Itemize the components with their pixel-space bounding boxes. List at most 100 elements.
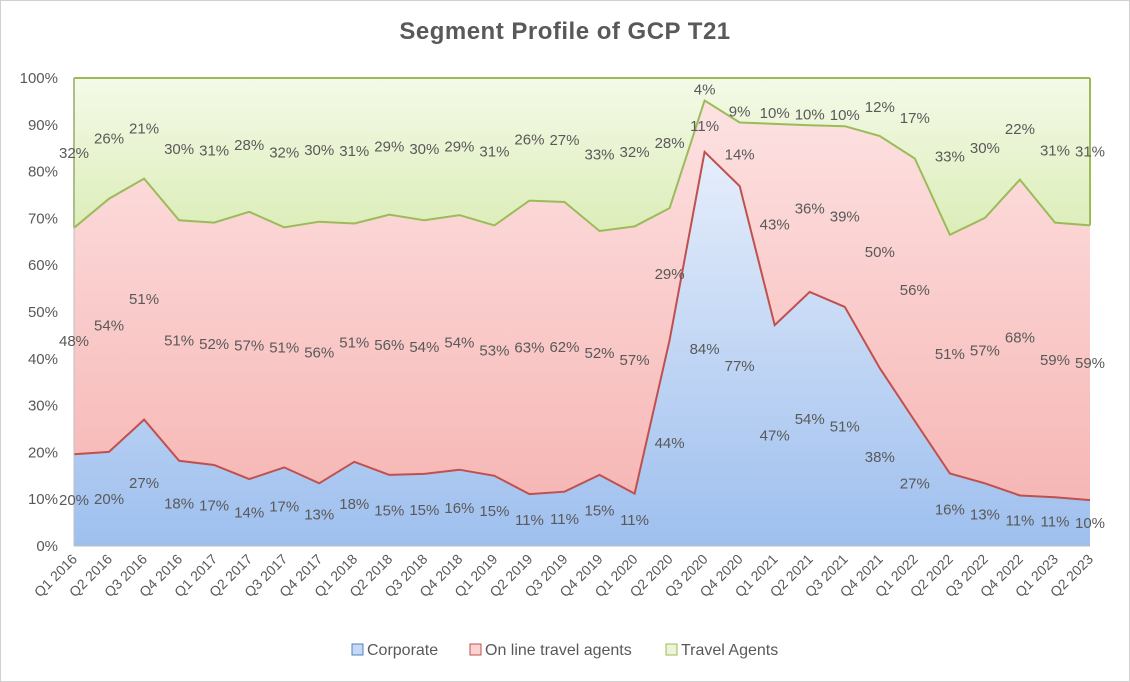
data-label: 13% — [970, 507, 1000, 524]
data-label: 53% — [479, 343, 509, 360]
data-label: 10% — [760, 105, 790, 122]
data-label: 56% — [304, 344, 334, 361]
legend-label: Travel Agents — [681, 642, 778, 659]
line-corporate — [73, 149, 1091, 502]
y-tick-label: 50% — [28, 304, 58, 321]
legend-label: Corporate — [367, 642, 438, 659]
data-label: 51% — [339, 335, 369, 352]
data-label: 11% — [1005, 513, 1034, 530]
data-label: 54% — [409, 339, 439, 356]
data-label: 17% — [269, 499, 299, 516]
data-label: 36% — [795, 201, 825, 218]
area-on-line-travel-agents — [74, 100, 1090, 501]
data-label: 57% — [234, 337, 264, 354]
data-label: 32% — [59, 145, 89, 162]
data-label: 59% — [1040, 352, 1070, 369]
data-label: 15% — [479, 503, 509, 520]
data-label: 68% — [1005, 330, 1035, 347]
data-label: 31% — [339, 143, 369, 160]
data-label: 77% — [725, 358, 755, 375]
data-label: 39% — [830, 209, 860, 226]
data-label: 51% — [269, 339, 299, 356]
data-label: 43% — [760, 216, 790, 233]
data-label: 16% — [935, 502, 965, 519]
data-label: 18% — [339, 496, 369, 513]
data-label: 20% — [59, 492, 89, 509]
data-label: 21% — [129, 120, 159, 137]
y-tick-label: 70% — [28, 210, 58, 227]
data-label: 54% — [94, 317, 124, 334]
legend-swatch — [665, 643, 678, 656]
data-label: 57% — [970, 343, 1000, 360]
data-label: 30% — [304, 142, 334, 159]
data-label: 84% — [690, 341, 720, 358]
data-label: 20% — [94, 491, 124, 508]
data-label: 26% — [514, 131, 544, 148]
line-on-line-travel-agents — [73, 98, 1091, 237]
y-tick-label: 40% — [28, 351, 58, 368]
data-label: 31% — [1075, 144, 1105, 161]
y-tick-label: 80% — [28, 164, 58, 181]
data-label: 47% — [760, 428, 790, 445]
data-label: 28% — [234, 137, 264, 154]
data-label: 16% — [444, 500, 474, 517]
data-label: 15% — [409, 502, 439, 519]
data-label: 11% — [1041, 514, 1070, 531]
data-label: 32% — [269, 145, 299, 162]
data-label: 27% — [129, 475, 159, 492]
data-label: 29% — [655, 266, 685, 283]
data-label: 30% — [409, 141, 439, 158]
data-label: 56% — [374, 337, 404, 354]
data-label: 51% — [129, 291, 159, 308]
data-label: 15% — [585, 502, 615, 519]
data-label: 51% — [830, 418, 860, 435]
data-label: 11% — [620, 512, 649, 529]
data-label: 33% — [585, 147, 615, 164]
area-travel-agents — [74, 78, 1090, 235]
data-label: 17% — [900, 110, 930, 127]
y-tick-label: 10% — [28, 491, 58, 508]
data-label: 11% — [515, 512, 544, 529]
data-label: 48% — [59, 333, 89, 350]
data-label: 26% — [94, 130, 124, 147]
data-label: 30% — [164, 141, 194, 158]
y-tick-label: 90% — [28, 117, 58, 134]
data-label: 52% — [585, 345, 615, 362]
data-label: 10% — [830, 107, 860, 124]
data-label: 10% — [1075, 515, 1105, 532]
data-label: 54% — [795, 411, 825, 428]
data-label: 31% — [199, 142, 229, 159]
data-label: 51% — [164, 333, 194, 350]
y-tick-label: 0% — [36, 538, 58, 555]
legend-swatch — [351, 643, 364, 656]
data-label: 57% — [620, 352, 650, 369]
data-label: 29% — [444, 139, 474, 156]
area-corporate — [74, 151, 1090, 546]
data-label: 50% — [865, 244, 895, 261]
data-label: 59% — [1075, 355, 1105, 372]
data-label: 14% — [725, 146, 755, 163]
y-tick-label: 30% — [28, 398, 58, 415]
legend-swatch — [469, 643, 482, 656]
data-label: 18% — [164, 495, 194, 512]
data-label: 15% — [374, 502, 404, 519]
chart-title: Segment Profile of GCP T21 — [399, 18, 731, 45]
data-label: 32% — [620, 144, 650, 161]
data-label: 44% — [655, 435, 685, 452]
y-tick-label: 100% — [20, 70, 58, 87]
data-label: 14% — [234, 505, 264, 522]
data-label: 10% — [795, 106, 825, 123]
data-label: 11% — [550, 511, 579, 528]
data-label: 28% — [655, 135, 685, 152]
data-label: 27% — [549, 132, 579, 149]
data-label: 54% — [444, 334, 474, 351]
data-label: 4% — [694, 81, 716, 98]
data-label: 30% — [970, 140, 1000, 157]
legend-label: On line travel agents — [485, 642, 632, 659]
data-label: 56% — [900, 282, 930, 299]
data-label: 52% — [199, 336, 229, 353]
data-label: 22% — [1005, 121, 1035, 138]
data-label: 31% — [1040, 142, 1070, 159]
data-label: 13% — [304, 507, 334, 524]
